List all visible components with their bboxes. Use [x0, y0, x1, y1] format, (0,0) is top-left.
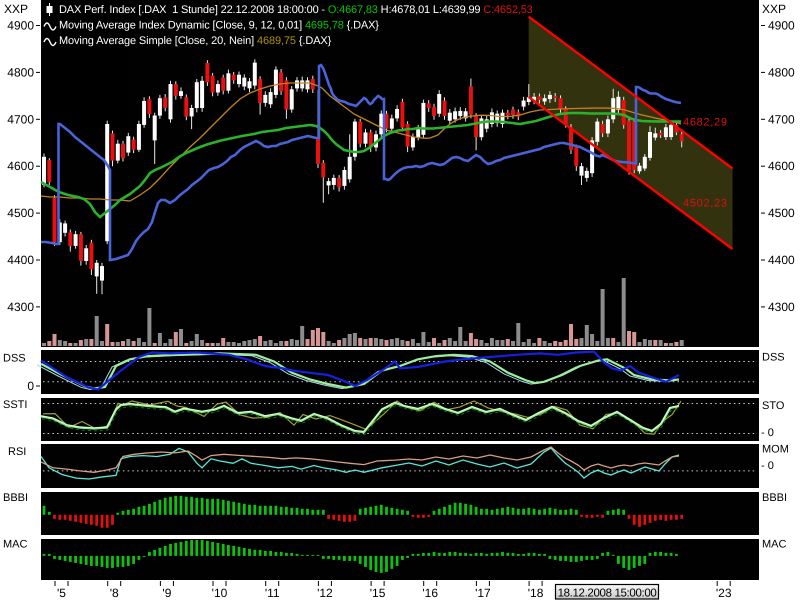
svg-text:4400: 4400 — [768, 253, 795, 267]
svg-text:Moving Average Simple [Close,: Moving Average Simple [Close, 20, Nein] … — [59, 35, 332, 47]
svg-text:18.12.2008 15:00:00: 18.12.2008 15:00:00 — [558, 588, 657, 600]
svg-text:4682,29: 4682,29 — [683, 117, 728, 129]
svg-text:Moving Average Index Dynamic [: Moving Average Index Dynamic [Close, 9, … — [59, 20, 379, 32]
svg-text:BBBI: BBBI — [762, 492, 787, 504]
svg-text:'12: '12 — [317, 586, 333, 600]
svg-text:0: 0 — [27, 379, 34, 393]
svg-text:4700: 4700 — [7, 112, 34, 126]
svg-text:'10: '10 — [212, 586, 228, 600]
svg-text:4502,23: 4502,23 — [683, 198, 728, 210]
svg-text:'11: '11 — [265, 586, 280, 600]
svg-text:4700: 4700 — [768, 112, 795, 126]
svg-text:- 0: - 0 — [761, 427, 774, 439]
svg-text:'16: '16 — [422, 586, 438, 600]
svg-text:4300: 4300 — [768, 300, 795, 314]
svg-text:XXP: XXP — [762, 2, 786, 16]
svg-text:4600: 4600 — [768, 159, 795, 173]
svg-text:'23: '23 — [716, 586, 732, 600]
svg-text:DAX Perf. Index [.DAX 1 Stund: DAX Perf. Index [.DAX 1 Stunde] 22.12.20… — [59, 4, 533, 16]
svg-text:4800: 4800 — [7, 65, 34, 79]
svg-text:'17: '17 — [475, 586, 491, 600]
svg-text:MAC: MAC — [3, 539, 28, 551]
svg-text:DSS: DSS — [3, 353, 26, 365]
svg-text:XXP: XXP — [4, 2, 28, 16]
svg-text:'15: '15 — [370, 586, 386, 600]
svg-text:RSI: RSI — [8, 446, 26, 458]
svg-text:4900: 4900 — [7, 19, 34, 33]
svg-text:- 0: - 0 — [761, 460, 774, 472]
svg-text:BBBI: BBBI — [3, 492, 28, 504]
svg-text:4500: 4500 — [768, 206, 795, 220]
svg-text:'8: '8 — [110, 586, 119, 600]
svg-text:4500: 4500 — [7, 206, 34, 220]
svg-text:MAC: MAC — [762, 539, 787, 551]
svg-text:4400: 4400 — [7, 253, 34, 267]
svg-text:'9: '9 — [162, 586, 171, 600]
svg-text:DSS: DSS — [762, 352, 785, 364]
svg-text:'18: '18 — [528, 586, 544, 600]
svg-text:4800: 4800 — [768, 65, 795, 79]
svg-text:SSTI: SSTI — [3, 399, 27, 411]
svg-text:4300: 4300 — [7, 300, 34, 314]
svg-text:4900: 4900 — [768, 19, 795, 33]
svg-text:STO: STO — [762, 400, 785, 412]
svg-text:MOM: MOM — [762, 444, 789, 456]
svg-text:'5: '5 — [57, 586, 66, 600]
svg-text:4600: 4600 — [7, 159, 34, 173]
